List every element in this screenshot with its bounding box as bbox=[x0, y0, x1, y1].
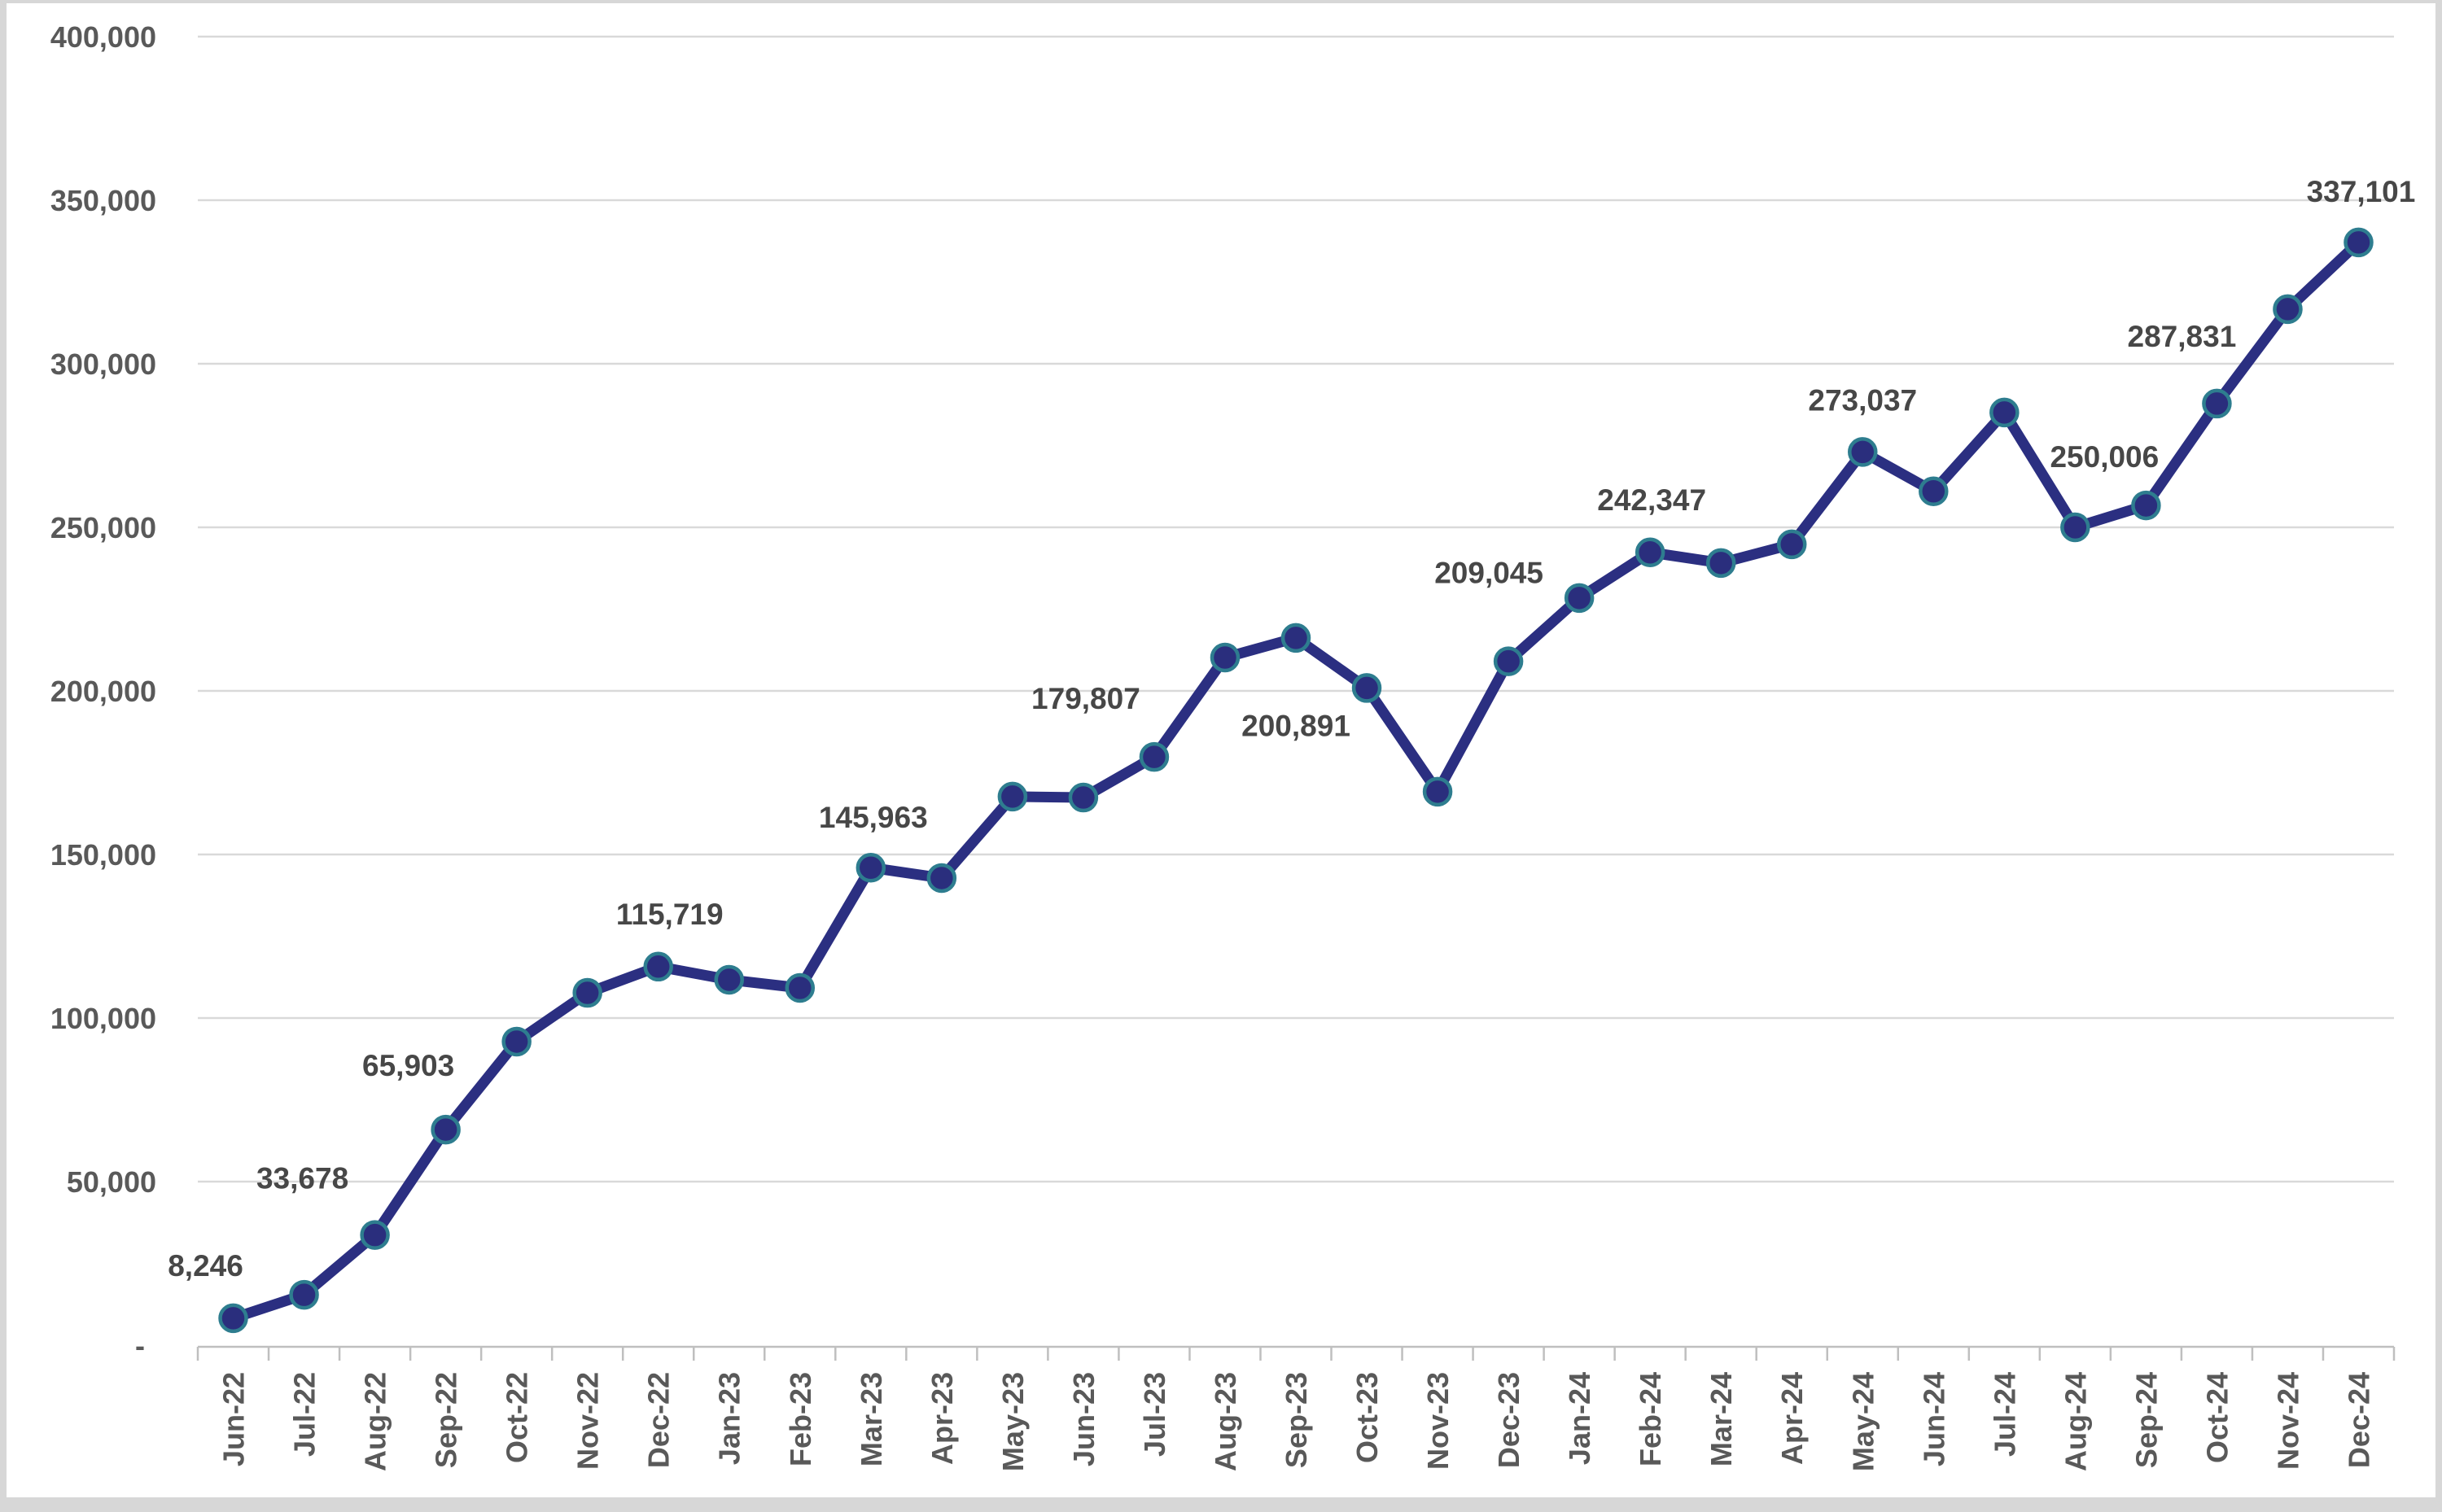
data-point-marker bbox=[714, 964, 744, 995]
x-axis-tick-label: Jul-22 bbox=[288, 1372, 322, 1457]
x-axis-tick-label: Dec-24 bbox=[2342, 1372, 2375, 1468]
data-label: 200,891 bbox=[1241, 709, 1350, 742]
x-axis-tick-label: Jan-23 bbox=[713, 1372, 746, 1465]
chart-background bbox=[7, 3, 2435, 1497]
data-point-marker bbox=[289, 1279, 319, 1310]
data-point-marker bbox=[1351, 673, 1382, 703]
x-axis-tick-label: Feb-24 bbox=[1634, 1372, 1667, 1466]
x-axis-tick-label: Oct-24 bbox=[2200, 1372, 2234, 1463]
x-axis-tick-label: Oct-22 bbox=[501, 1372, 534, 1463]
y-axis-tick-label: 50,000 bbox=[67, 1165, 156, 1199]
data-point-marker bbox=[1068, 782, 1099, 813]
y-gridlines bbox=[198, 35, 2394, 1183]
data-point-marker bbox=[1989, 397, 2020, 428]
x-axis-tick-label: Jun-24 bbox=[1917, 1372, 1950, 1466]
data-label: 337,101 bbox=[2307, 175, 2416, 208]
x-axis-tick-label: Sep-24 bbox=[2129, 1372, 2163, 1468]
x-axis-tick-label: Nov-22 bbox=[571, 1372, 605, 1470]
x-axis-tick-label: May-23 bbox=[996, 1372, 1030, 1471]
x-axis-tick-label: Nov-24 bbox=[2271, 1372, 2304, 1470]
x-axis-tick-label: Sep-22 bbox=[430, 1372, 463, 1468]
data-point-marker bbox=[501, 1026, 532, 1057]
data-point-marker bbox=[926, 863, 957, 894]
y-axis-tick-label: 250,000 bbox=[50, 511, 156, 544]
data-point-marker bbox=[1210, 642, 1241, 673]
y-axis-labels: - 50,000 100,000 150,000 200,000 250,000 300,0… bbox=[50, 20, 156, 1362]
x-axis-labels: Jun-22 Jul-22 Aug-22 Sep-22 Oct-22 Nov-22 Dec-… bbox=[217, 1372, 2376, 1471]
data-point-marker bbox=[2202, 388, 2232, 419]
data-label: 115,719 bbox=[616, 898, 724, 931]
data-point-marker bbox=[997, 781, 1028, 812]
x-axis-tick-label: Jun-22 bbox=[217, 1372, 251, 1466]
x-axis-tick-label: Aug-22 bbox=[359, 1372, 392, 1471]
data-point-marker bbox=[1776, 529, 1807, 560]
data-label: 209,045 bbox=[1434, 557, 1543, 590]
x-axis-tick-label: May-24 bbox=[1846, 1372, 1880, 1471]
data-label: 179,807 bbox=[1031, 682, 1140, 715]
y-axis-tick-label: - bbox=[135, 1329, 145, 1362]
data-label: 242,347 bbox=[1597, 483, 1706, 517]
x-axis-tick-label: Feb-23 bbox=[784, 1372, 817, 1466]
data-point-marker bbox=[1422, 776, 1453, 807]
data-point-marker bbox=[643, 951, 673, 982]
data-label: 145,963 bbox=[819, 801, 928, 834]
data-point-marker bbox=[1919, 476, 1949, 507]
data-point-marker bbox=[2273, 294, 2303, 325]
data-point-marker bbox=[1848, 437, 1878, 467]
data-point-marker bbox=[1705, 548, 1736, 579]
data-point-marker bbox=[1280, 623, 1311, 653]
x-axis-tick-label: Apr-24 bbox=[1775, 1372, 1809, 1465]
data-label: 8,246 bbox=[168, 1249, 243, 1283]
x-axis-tick-label: Dec-22 bbox=[642, 1372, 676, 1468]
x-axis-tick-label: Aug-23 bbox=[1209, 1372, 1242, 1471]
data-point-markers bbox=[218, 227, 2374, 1334]
data-point-marker bbox=[1493, 646, 1524, 676]
x-axis-tick-label: Nov-23 bbox=[1421, 1372, 1455, 1470]
data-point-marker bbox=[360, 1220, 390, 1250]
data-point-marker bbox=[572, 977, 602, 1008]
data-point-marker bbox=[2344, 227, 2374, 258]
data-point-marker bbox=[431, 1114, 461, 1145]
x-axis-tick-label: Jul-24 bbox=[1988, 1372, 2021, 1457]
x-axis-tick-label: Apr-23 bbox=[926, 1372, 959, 1465]
data-point-marker bbox=[2060, 512, 2090, 543]
data-label: 273,037 bbox=[1808, 383, 1917, 417]
data-point-marker bbox=[1564, 583, 1595, 614]
data-label: 250,006 bbox=[2050, 440, 2159, 474]
data-label: 65,903 bbox=[362, 1049, 454, 1082]
y-axis-tick-label: 150,000 bbox=[50, 838, 156, 872]
data-labels: 8,246 33,678 65,903 115,719 145,963 179,807 20… bbox=[168, 175, 2415, 1283]
y-axis-tick-label: 350,000 bbox=[50, 184, 156, 217]
data-point-marker bbox=[218, 1303, 248, 1334]
data-point-marker bbox=[856, 852, 886, 883]
x-axis-tick-label: Mar-23 bbox=[855, 1372, 888, 1466]
y-axis-tick-label: 300,000 bbox=[50, 347, 156, 381]
x-axis-tick-label: Mar-24 bbox=[1705, 1372, 1738, 1466]
x-axis-tick-label: Jul-23 bbox=[1138, 1372, 1171, 1457]
y-axis-tick-label: 200,000 bbox=[50, 675, 156, 708]
x-axis-tick-label: Jan-24 bbox=[1563, 1372, 1596, 1465]
x-axis-tick-label: Dec-23 bbox=[1492, 1372, 1525, 1468]
data-point-marker bbox=[1635, 537, 1665, 568]
data-point-marker bbox=[2131, 490, 2161, 521]
data-label: 287,831 bbox=[2128, 320, 2237, 353]
data-point-marker bbox=[785, 972, 816, 1003]
x-axis bbox=[196, 1345, 2396, 1361]
x-axis-tick-label: Jun-23 bbox=[1067, 1372, 1101, 1466]
y-axis-tick-label: 400,000 bbox=[50, 20, 156, 54]
x-axis-tick-label: Aug-24 bbox=[2059, 1372, 2092, 1471]
x-axis-tick-label: Oct-23 bbox=[1350, 1372, 1384, 1463]
x-axis-tick-label: Sep-23 bbox=[1280, 1372, 1313, 1468]
y-axis-tick-label: 100,000 bbox=[50, 1002, 156, 1035]
data-label: 33,678 bbox=[256, 1162, 348, 1195]
data-point-marker bbox=[1139, 741, 1170, 772]
